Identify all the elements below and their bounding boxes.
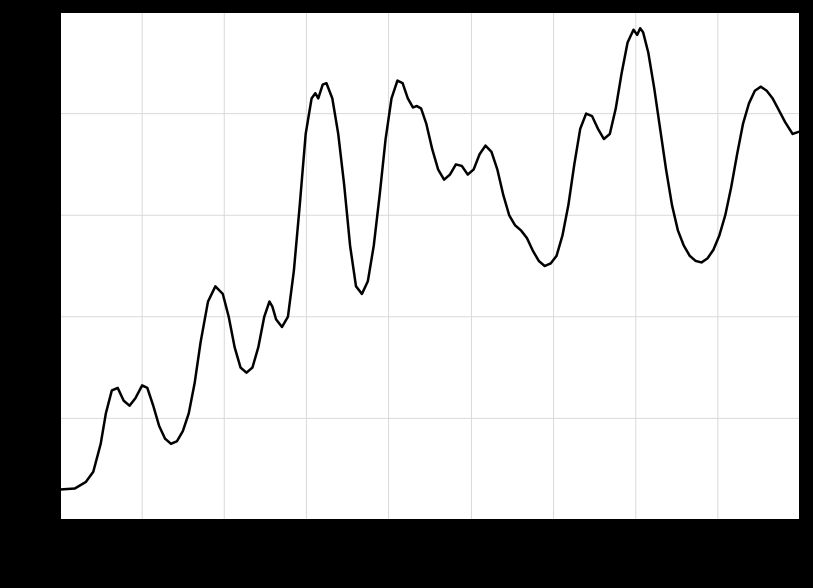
line-chart xyxy=(0,0,813,588)
chart-svg xyxy=(0,0,813,588)
